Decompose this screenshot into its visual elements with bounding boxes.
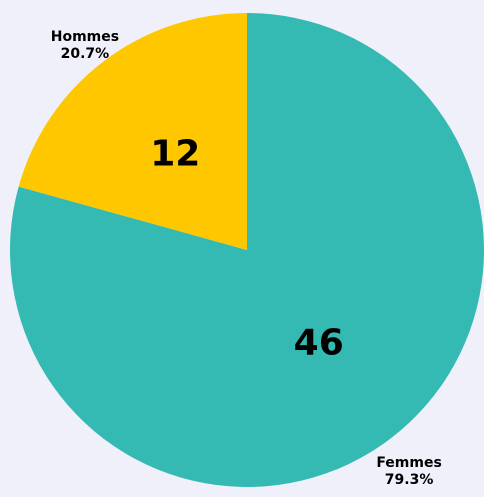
pie-slice (9, 13, 484, 487)
slice-value-label: 12 (150, 134, 200, 175)
slice-value-label: 46 (294, 322, 344, 363)
pie-slice (18, 13, 247, 250)
slice-category-label: Femmes (376, 455, 442, 471)
slice-percent-label: 79.3% (385, 472, 434, 488)
slice-category-label: Hommes (51, 29, 119, 45)
slice-percent-label: 20.7% (61, 46, 110, 62)
